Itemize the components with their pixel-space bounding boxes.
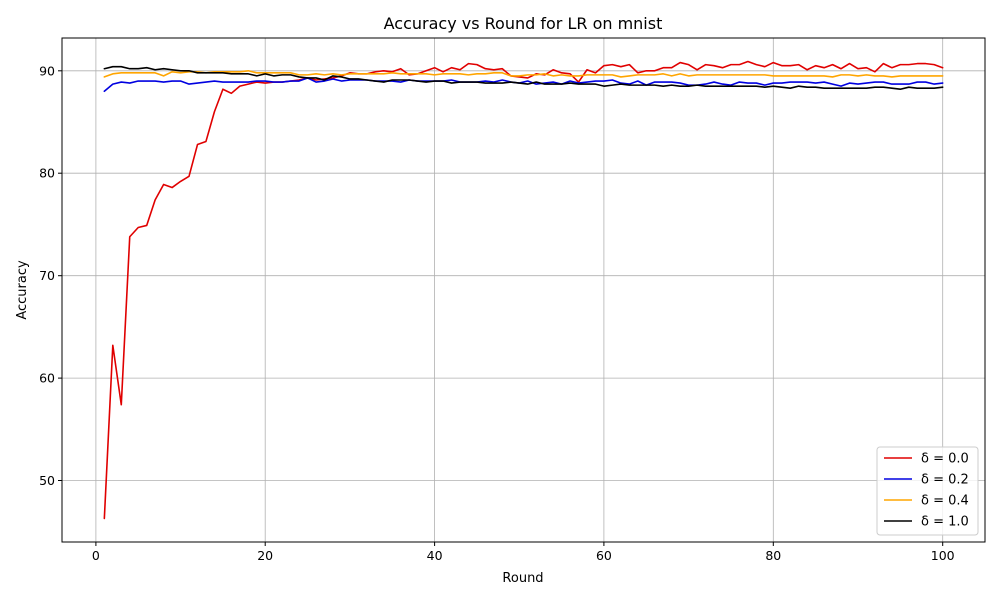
axis-ticks: 0 20 40 60 80 100 50 60 70 80 90	[39, 63, 955, 563]
x-tick-label: 100	[931, 548, 955, 563]
x-tick-label: 80	[765, 548, 781, 563]
series-line-2	[103, 69, 944, 78]
y-tick-label: 60	[39, 371, 55, 386]
grid-lines	[62, 38, 985, 542]
y-axis-label: Accuracy	[15, 260, 30, 320]
plot-area-frame	[61, 37, 986, 543]
x-tick-label: 40	[427, 548, 443, 563]
x-axis-label: Round	[502, 571, 543, 586]
y-tick-label: 70	[39, 268, 55, 283]
x-tick-label: 0	[92, 548, 100, 563]
chart-title: Accuracy vs Round for LR on mnist	[384, 14, 663, 33]
legend-label-2: δ = 0.4	[921, 494, 969, 509]
series-layer	[103, 60, 944, 520]
legend-box	[876, 446, 979, 536]
legend: δ = 0.0 δ = 0.2 δ = 0.4 δ = 1.0	[876, 446, 979, 536]
x-tick-label: 20	[257, 548, 273, 563]
series-line-3	[103, 65, 944, 91]
y-tick-label: 50	[39, 473, 55, 488]
y-tick-label: 90	[39, 63, 55, 78]
legend-label-1: δ = 0.2	[921, 473, 969, 488]
legend-label-0: δ = 0.0	[921, 452, 969, 467]
y-tick-label: 80	[39, 166, 55, 181]
legend-label-3: δ = 1.0	[921, 515, 969, 530]
series-line-1	[103, 77, 944, 93]
x-tick-label: 60	[596, 548, 612, 563]
series-line-0	[103, 60, 944, 520]
